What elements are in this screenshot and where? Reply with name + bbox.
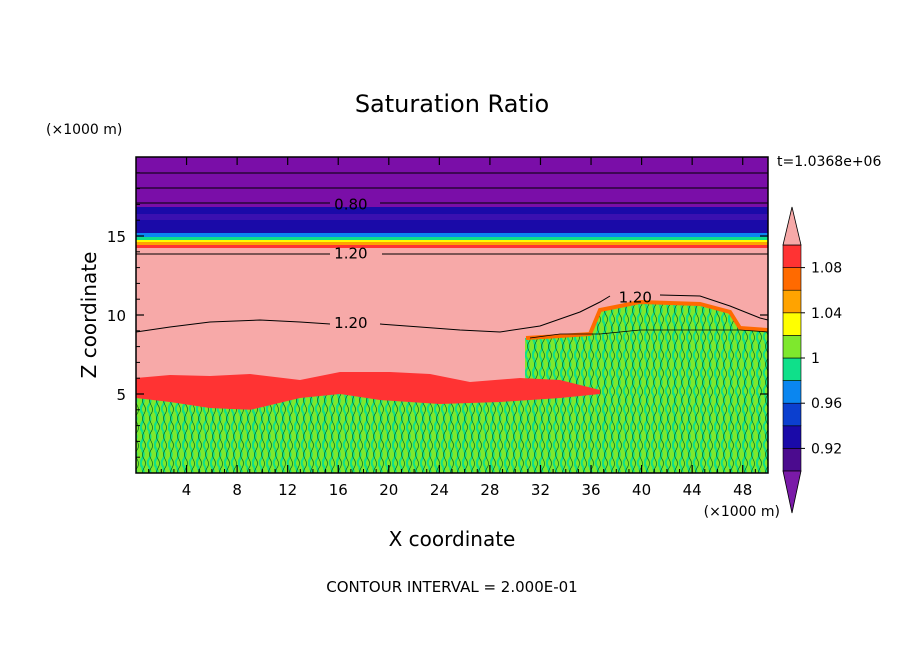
colorbar-segment <box>782 267 802 291</box>
x-unit-label: (×1000 m) <box>704 504 780 520</box>
colorbar-label: 0.96 <box>811 396 842 412</box>
x-tick-label: 28 <box>480 481 499 499</box>
heatmap-field <box>136 157 768 473</box>
y-tick-label: 15 <box>107 228 126 246</box>
footer-contour-interval: CONTOUR INTERVAL = 2.000E-01 <box>326 578 577 596</box>
colorbar-segment <box>782 402 802 427</box>
colorbar-over-arrow <box>782 206 802 246</box>
contour-label: 1.20 <box>334 244 367 262</box>
region-mid-purple-band <box>136 214 768 220</box>
colorbar-segment <box>782 425 802 449</box>
x-tick-label: 4 <box>182 481 192 499</box>
region-right-cloud-edge <box>525 299 768 340</box>
x-tick-label: 48 <box>733 481 752 499</box>
colorbar-label: 1 <box>811 351 820 367</box>
region-green-band <box>136 237 768 240</box>
contour-labels: 0.80 1.20 1.20 1.20 <box>334 195 652 332</box>
x-tick-label: 24 <box>430 481 449 499</box>
x-tick-label: 40 <box>632 481 651 499</box>
contour-label: 0.80 <box>334 195 367 213</box>
colorbar-under-arrow <box>782 470 802 514</box>
colorbar-label: 0.92 <box>811 441 842 457</box>
x-tick-label: 32 <box>531 481 550 499</box>
x-axis-label: X coordinate <box>389 527 516 551</box>
colorbar-segment <box>782 335 802 359</box>
x-axis: 4 8 12 16 20 24 28 32 36 40 44 48 <box>148 157 756 499</box>
time-label: t=1.0368e+06 <box>777 154 881 170</box>
contour-line <box>136 294 768 333</box>
colorbar-label: 1.08 <box>811 261 842 277</box>
chart-title: Saturation Ratio <box>355 90 549 118</box>
y-tick-label: 5 <box>116 386 126 404</box>
y-unit-label: (×1000 m) <box>46 122 122 138</box>
region-upper-dry <box>136 157 768 207</box>
contour-line <box>529 329 768 339</box>
contour-label: 1.20 <box>619 289 652 307</box>
contour-label: 1.20 <box>334 314 367 332</box>
x-tick-label: 12 <box>278 481 297 499</box>
colorbar-segment <box>782 357 802 381</box>
region-yellow-band <box>136 240 768 242</box>
region-lower-turbulent <box>136 394 600 473</box>
colorbar-label: 1.04 <box>811 306 842 322</box>
region-red-layer <box>136 372 600 410</box>
colorbar-segment <box>782 448 802 472</box>
colorbar-segment <box>782 380 802 404</box>
y-axis: 5 10 15 <box>107 172 768 458</box>
x-tick-label: 36 <box>581 481 600 499</box>
colorbar-segment <box>782 289 802 314</box>
x-tick-label: 8 <box>232 481 242 499</box>
x-tick-label: 44 <box>683 481 702 499</box>
colorbar-segment <box>782 312 802 336</box>
colorbar-segment <box>782 244 802 268</box>
region-deep-blue-band <box>136 207 768 235</box>
y-tick-label: 10 <box>107 307 126 325</box>
x-tick-label: 16 <box>329 481 348 499</box>
region-blue-band <box>136 233 768 237</box>
colorbar: 0.92 0.96 1 1.04 1.08 <box>782 206 842 514</box>
region-orange-band <box>136 242 768 245</box>
x-tick-label: 20 <box>379 481 398 499</box>
region-red-band <box>136 245 768 248</box>
y-axis-label: Z coordinate <box>77 252 101 379</box>
